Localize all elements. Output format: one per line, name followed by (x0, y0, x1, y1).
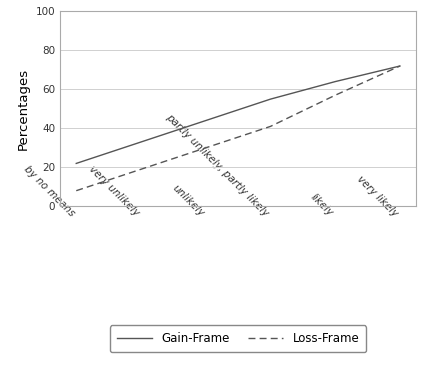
Gain-Frame (332, 79, 338, 84)
Legend: Gain-Frame, Loss-Frame: Gain-Frame, Loss-Frame (110, 325, 366, 352)
Gain-Frame (203, 118, 208, 123)
Gain-Frame (74, 161, 79, 166)
Loss-Frame (397, 64, 402, 68)
X-axis label: Vague Quantifiers: Vague Quantifiers (178, 329, 298, 342)
Line: Gain-Frame: Gain-Frame (76, 66, 400, 163)
Loss-Frame (139, 167, 144, 172)
Loss-Frame (74, 188, 79, 193)
Loss-Frame (268, 124, 273, 129)
Loss-Frame (332, 93, 338, 97)
Gain-Frame (268, 97, 273, 101)
Line: Loss-Frame: Loss-Frame (76, 66, 400, 191)
Gain-Frame (139, 140, 144, 144)
Loss-Frame (203, 146, 208, 150)
Gain-Frame (397, 64, 402, 68)
Y-axis label: Percentages: Percentages (17, 68, 30, 150)
